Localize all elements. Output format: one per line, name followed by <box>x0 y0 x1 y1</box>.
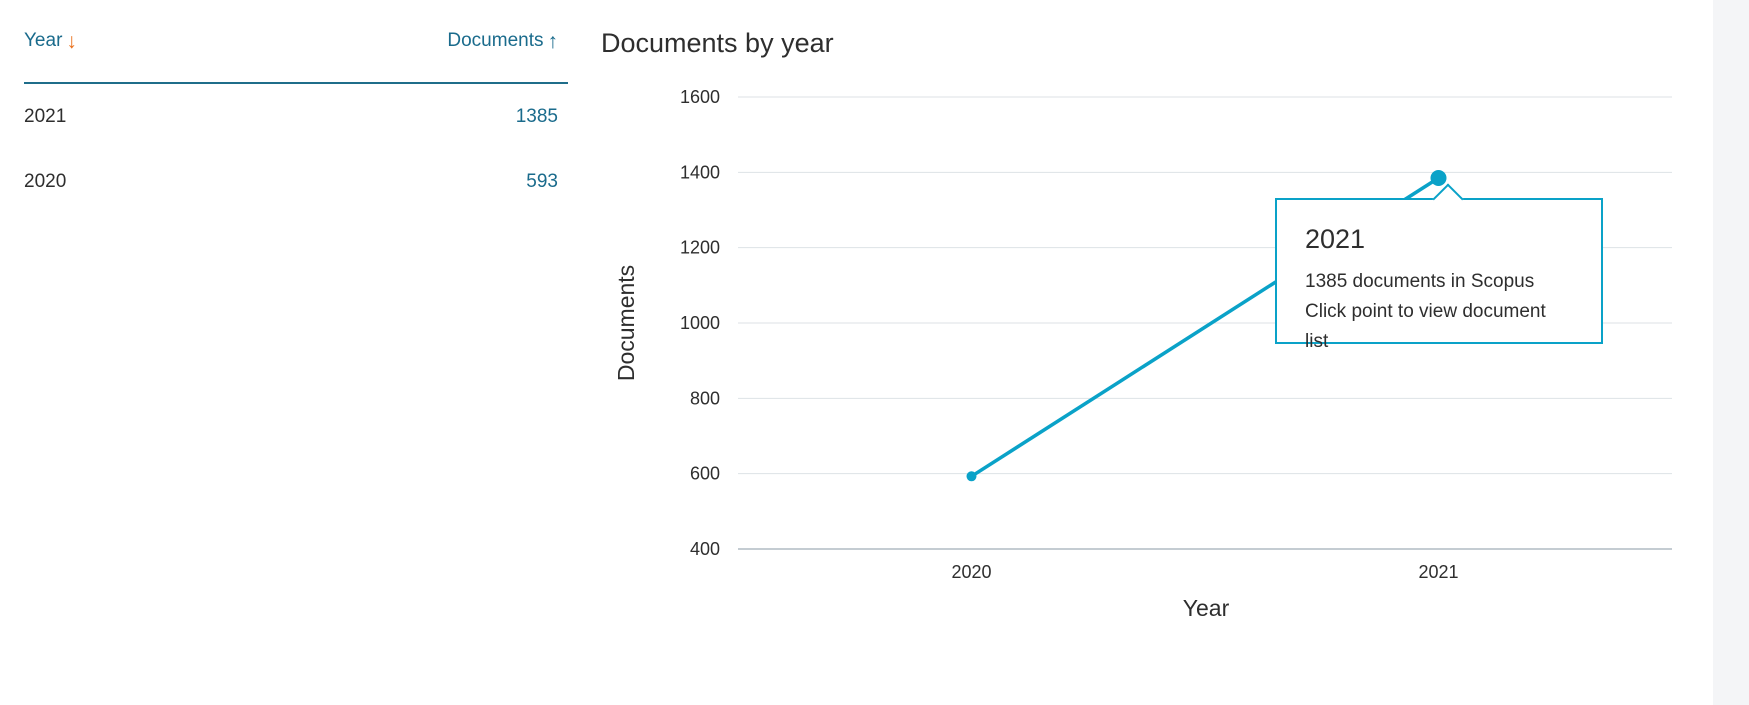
y-tick-labels: 400 600 800 1000 1200 1400 1600 <box>680 87 720 559</box>
x-axis-label: Year <box>1183 595 1230 621</box>
y-axis-label: Documents <box>613 265 639 381</box>
y-tick-label: 800 <box>690 388 720 408</box>
y-tick-label: 1600 <box>680 87 720 107</box>
data-point-tooltip: 2021 1385 documents in Scopus Click poin… <box>1275 183 1603 352</box>
tooltip-title: 2021 <box>1305 224 1366 254</box>
sort-by-documents-button[interactable]: Documents ↑ <box>447 30 558 52</box>
table-row: 2021 1385 <box>24 84 568 149</box>
documents-table: Year ↓ Documents ↑ 2021 1385 2020 593 <box>24 0 568 214</box>
documents-header-label: Documents <box>447 30 544 51</box>
chart-title: Documents by year <box>601 28 834 58</box>
arrow-up-icon: ↑ <box>547 29 559 53</box>
x-tick-label: 2020 <box>951 562 991 582</box>
tooltip-document-count: 1385 documents in Scopus <box>1305 271 1535 292</box>
y-tick-label: 400 <box>690 539 720 559</box>
row-year: 2020 <box>24 170 67 192</box>
tooltip-hint: Click point to view document list <box>1305 301 1546 352</box>
table-row: 2020 593 <box>24 149 568 214</box>
x-tick-labels: 2020 2021 <box>951 562 1458 582</box>
y-tick-label: 1400 <box>680 162 720 182</box>
y-tick-label: 1200 <box>680 238 720 258</box>
year-header-label: Year <box>24 30 63 51</box>
y-tick-label: 600 <box>690 464 720 484</box>
sort-by-year-button[interactable]: Year ↓ <box>24 30 77 52</box>
table-header: Year ↓ Documents ↑ <box>24 0 568 84</box>
row-year: 2021 <box>24 105 67 127</box>
row-documents-link[interactable]: 1385 <box>515 105 558 127</box>
x-tick-label: 2021 <box>1418 562 1458 582</box>
data-point[interactable] <box>1430 169 1447 186</box>
row-documents-link[interactable]: 593 <box>526 170 558 192</box>
data-point[interactable] <box>966 471 977 482</box>
arrow-down-icon: ↓ <box>66 29 77 53</box>
y-tick-label: 1000 <box>680 313 720 333</box>
right-scroll-strip <box>1713 0 1749 705</box>
